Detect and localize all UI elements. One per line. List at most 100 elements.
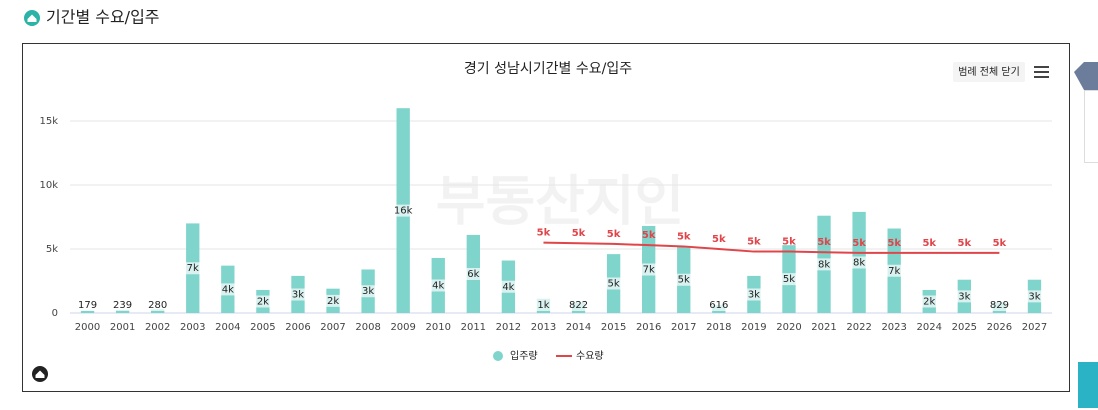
data-label-bg bbox=[147, 299, 168, 311]
data-label-bg bbox=[463, 267, 484, 280]
menu-bar[interactable] bbox=[1034, 66, 1049, 68]
x-tick-label: 2024 bbox=[917, 322, 942, 333]
data-label-bg bbox=[989, 299, 1010, 311]
x-tick-label: 2027 bbox=[1022, 322, 1047, 333]
data-label-bg bbox=[778, 273, 799, 286]
y-tick-label: 0 bbox=[52, 308, 58, 319]
y-tick-label: 15k bbox=[39, 116, 58, 127]
x-tick-label: 2017 bbox=[671, 322, 696, 333]
data-label: 4k bbox=[502, 282, 514, 293]
data-label: 5k bbox=[958, 238, 972, 249]
data-label: 3k bbox=[748, 289, 760, 300]
chart-frame bbox=[22, 43, 1070, 392]
data-label-bg bbox=[849, 256, 870, 269]
legend-item[interactable]: 입주량 bbox=[493, 349, 538, 362]
data-label: 7k bbox=[187, 263, 199, 274]
side-button[interactable] bbox=[1078, 362, 1098, 408]
x-tick-label: 2005 bbox=[250, 322, 275, 333]
x-tick-label: 2002 bbox=[145, 322, 170, 333]
menu-bar[interactable] bbox=[1034, 76, 1049, 78]
menu-bar[interactable] bbox=[1034, 71, 1049, 73]
x-tick-label: 2015 bbox=[601, 322, 626, 333]
data-label: 4k bbox=[222, 284, 234, 295]
data-label-bg bbox=[638, 263, 659, 276]
data-label: 3k bbox=[362, 286, 374, 297]
data-label: 2k bbox=[923, 296, 935, 307]
x-tick-label: 2001 bbox=[110, 322, 135, 333]
chart-title: 경기 성남시기간별 수요/입주 bbox=[464, 61, 632, 77]
logo-house bbox=[35, 370, 45, 378]
data-label: 179 bbox=[78, 300, 97, 311]
x-tick-label: 2003 bbox=[180, 322, 205, 333]
y-tick-label: 5k bbox=[46, 244, 58, 255]
bar bbox=[151, 309, 165, 313]
x-tick-label: 2007 bbox=[320, 322, 345, 333]
data-label: 5k bbox=[677, 231, 691, 242]
x-tick-label: 2014 bbox=[566, 322, 591, 333]
x-tick-label: 2020 bbox=[776, 322, 801, 333]
data-label: 616 bbox=[709, 300, 728, 311]
data-label: 239 bbox=[113, 300, 132, 311]
side-tab[interactable] bbox=[1074, 62, 1098, 90]
data-label: 8k bbox=[818, 259, 830, 270]
x-tick-label: 2008 bbox=[355, 322, 380, 333]
x-tick-label: 2000 bbox=[75, 322, 100, 333]
data-label: 5k bbox=[993, 238, 1007, 249]
header-title: 기간별 수요/입주 bbox=[46, 8, 160, 27]
x-tick-label: 2012 bbox=[496, 322, 521, 333]
data-label-bg bbox=[498, 280, 519, 293]
data-label: 280 bbox=[148, 300, 167, 311]
data-label-bg bbox=[954, 290, 975, 303]
x-tick-label: 2010 bbox=[426, 322, 451, 333]
data-label: 3k bbox=[292, 289, 304, 300]
data-label: 3k bbox=[958, 291, 970, 302]
watermark: 부동산지인 bbox=[436, 170, 684, 233]
data-label-bg bbox=[77, 299, 98, 311]
data-label-bg bbox=[287, 288, 308, 301]
data-label: 5k bbox=[817, 237, 831, 248]
data-label: 5k bbox=[887, 238, 901, 249]
data-label: 7k bbox=[643, 264, 655, 275]
data-label: 16k bbox=[394, 206, 413, 217]
data-label: 5k bbox=[678, 275, 690, 286]
data-label-bg bbox=[1024, 290, 1045, 303]
data-label: 2k bbox=[257, 296, 269, 307]
data-label: 5k bbox=[607, 229, 621, 240]
data-label-bg bbox=[919, 295, 940, 308]
x-tick-label: 2016 bbox=[636, 322, 661, 333]
data-label-bg bbox=[708, 299, 729, 311]
data-label-bg bbox=[252, 295, 273, 308]
data-label: 5k bbox=[747, 237, 761, 248]
legend-toggle-button[interactable] bbox=[953, 62, 1025, 82]
data-label: 5k bbox=[537, 228, 551, 239]
data-label: 4k bbox=[432, 280, 444, 291]
data-label: 5k bbox=[852, 238, 866, 249]
x-tick-label: 2004 bbox=[215, 322, 240, 333]
menu-button[interactable] bbox=[1034, 66, 1049, 78]
data-label-bg bbox=[217, 283, 238, 296]
x-tick-label: 2022 bbox=[846, 322, 871, 333]
data-label-bg bbox=[743, 288, 764, 301]
data-label: 5k bbox=[642, 230, 656, 241]
data-label-bg bbox=[428, 279, 449, 292]
legend-item[interactable]: 수요량 bbox=[556, 350, 604, 362]
data-label-bg bbox=[814, 258, 835, 271]
data-label: 829 bbox=[990, 300, 1009, 311]
data-label-bg bbox=[182, 262, 203, 275]
data-label: 5k bbox=[572, 228, 586, 239]
x-tick-label: 2018 bbox=[706, 322, 731, 333]
y-tick-label: 10k bbox=[39, 180, 58, 191]
data-label: 1k bbox=[537, 300, 549, 311]
data-label: 8k bbox=[853, 257, 865, 268]
plot: 0 5k 10k 15k 2000 2001 2002 2003 2004 2005 2006 200… bbox=[39, 108, 1052, 362]
data-label-bg bbox=[323, 294, 344, 307]
x-tick-label: 2009 bbox=[390, 322, 415, 333]
data-label-bg bbox=[603, 277, 624, 290]
data-label: 6k bbox=[467, 269, 479, 280]
legend-toggle-label[interactable]: 범례 전체 닫기 bbox=[958, 66, 1020, 78]
x-tick-label: 2025 bbox=[952, 322, 977, 333]
x-tick-label: 2023 bbox=[881, 322, 906, 333]
legend-swatch bbox=[493, 351, 503, 361]
data-label: 5k bbox=[783, 274, 795, 285]
